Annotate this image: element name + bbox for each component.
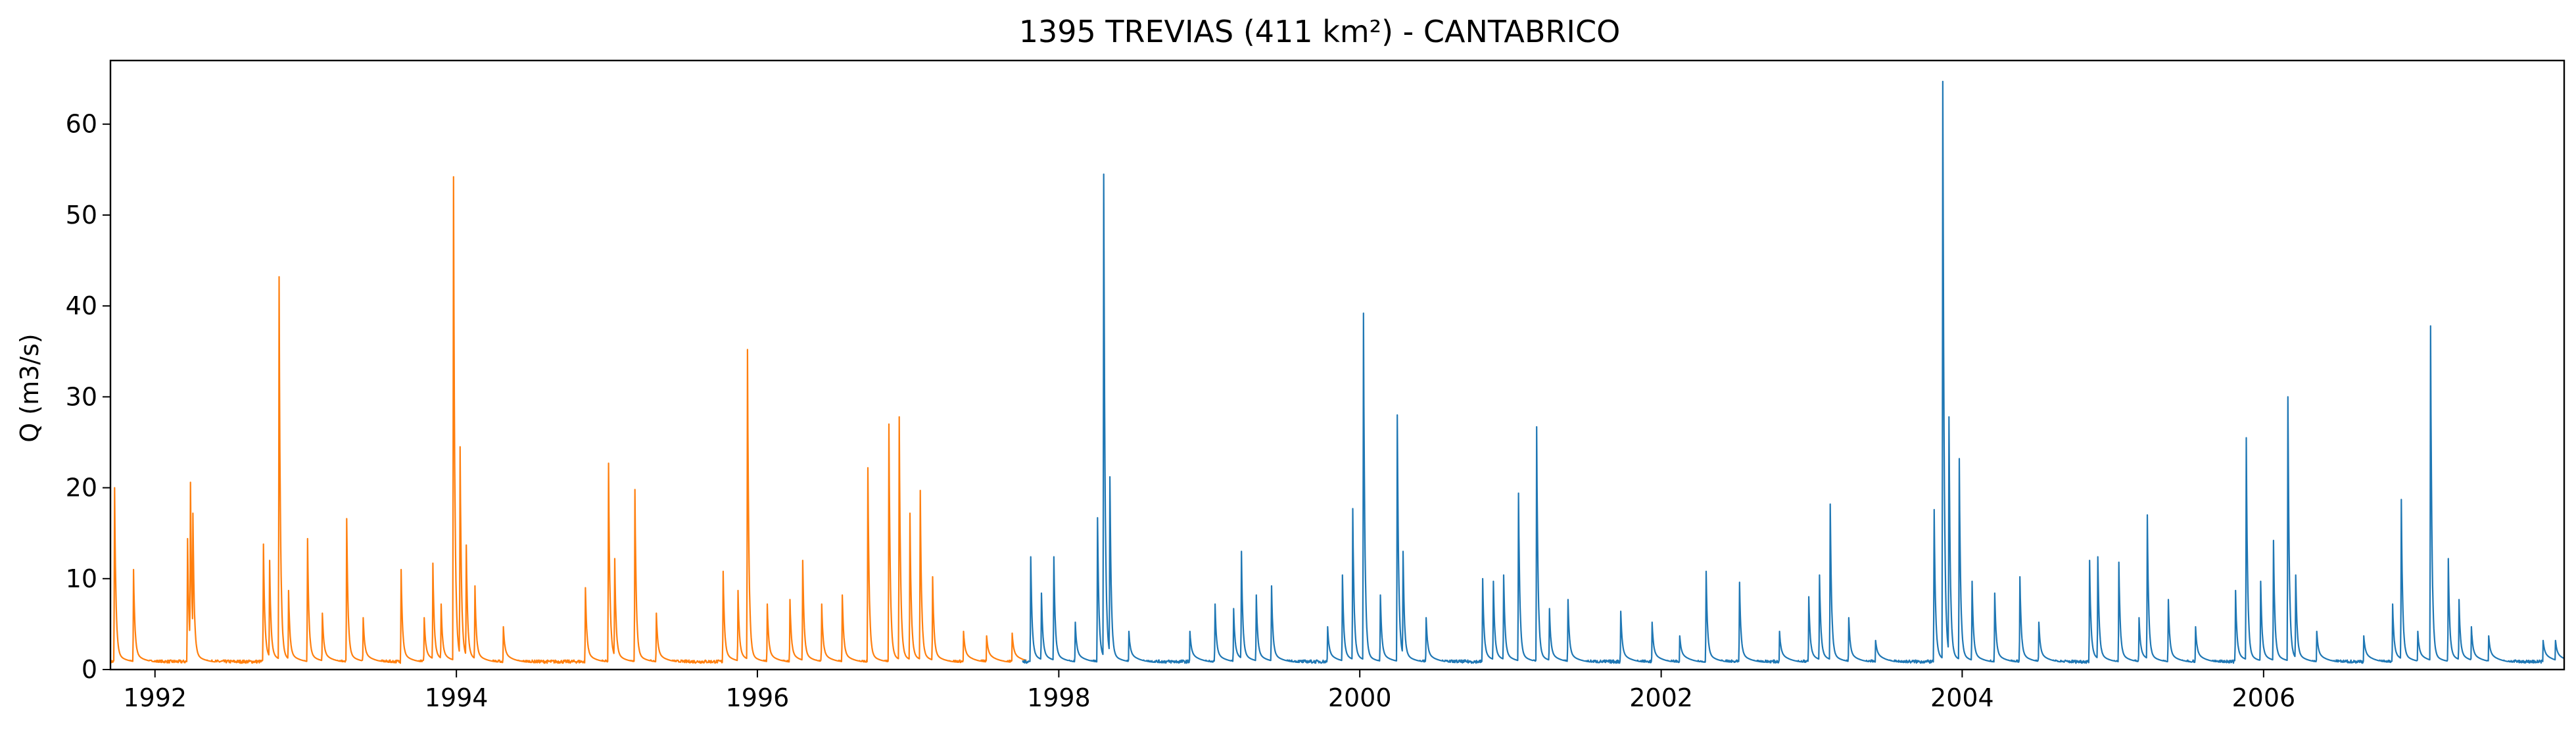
axes-frame bbox=[109, 59, 2565, 671]
chart-title: 1395 TREVIAS (411 km²) - CANTABRICO bbox=[1019, 14, 1621, 49]
series-line-1 bbox=[109, 176, 1027, 664]
x-tick-label: 2002 bbox=[1629, 683, 1693, 712]
x-axis: 1992 1994 1996 1998 2000 2002 2004 2006 bbox=[123, 670, 2295, 712]
x-tick-label: 1994 bbox=[425, 683, 489, 712]
y-tick-label: 10 bbox=[66, 564, 97, 593]
x-tick-label: 1998 bbox=[1027, 683, 1091, 712]
series-line-2 bbox=[1022, 80, 2565, 664]
plot-area bbox=[109, 80, 2565, 664]
y-tick-label: 40 bbox=[66, 291, 97, 320]
x-tick-label: 2004 bbox=[1930, 683, 1994, 712]
x-tick-label: 1996 bbox=[726, 683, 790, 712]
x-tick-label: 1992 bbox=[123, 683, 187, 712]
x-tick-label: 2000 bbox=[1328, 683, 1392, 712]
y-tick-label: 60 bbox=[66, 110, 97, 139]
y-tick-label: 20 bbox=[66, 474, 97, 502]
y-axis-label: Q (m3/s) bbox=[15, 333, 44, 442]
y-tick-label: 30 bbox=[66, 382, 97, 411]
y-tick-label: 0 bbox=[82, 655, 97, 684]
x-tick-label: 2006 bbox=[2231, 683, 2295, 712]
y-tick-label: 50 bbox=[66, 201, 97, 230]
y-axis: 0 10 20 30 40 50 60 bbox=[66, 110, 110, 684]
